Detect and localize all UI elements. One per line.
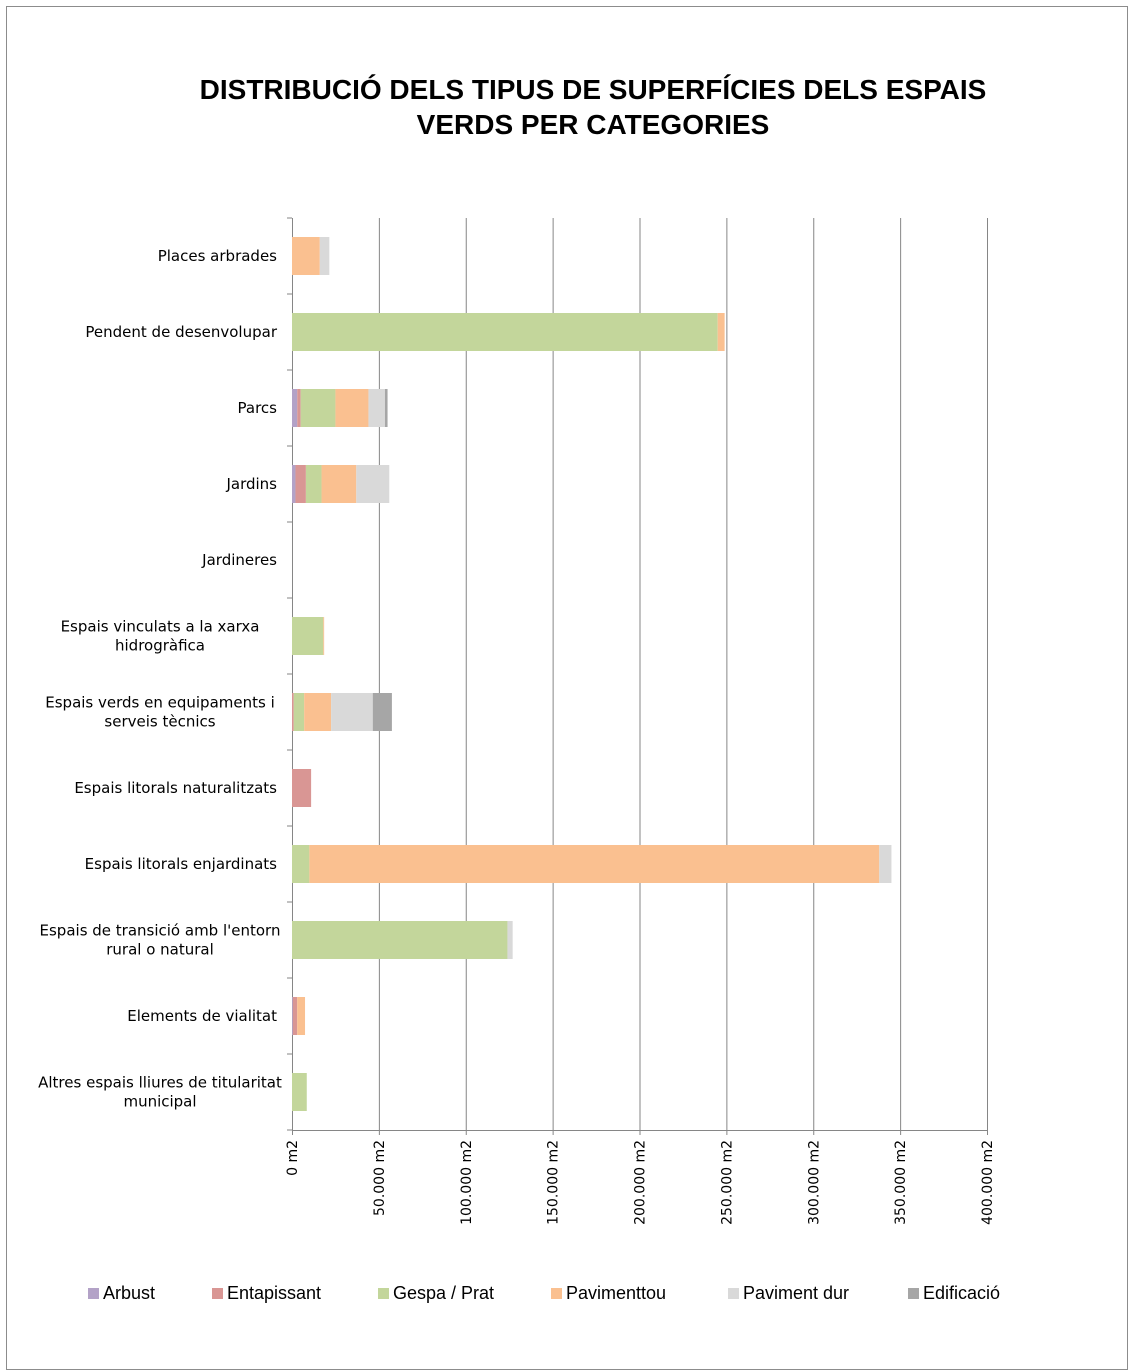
bar-segment — [323, 617, 325, 655]
category-label: rural o natural — [106, 941, 214, 959]
bar-segment — [292, 237, 320, 275]
legend-label: Gespa / Prat — [393, 1283, 495, 1303]
bar-segment — [300, 389, 336, 427]
legend-label: Entapissant — [227, 1283, 322, 1303]
category-label: Parcs — [238, 399, 278, 417]
bar-segment — [507, 921, 513, 959]
chart-title-line-1: DISTRIBUCIÓ DELS TIPUS DE SUPERFÍCIES DE… — [199, 74, 987, 105]
category-label: Espais vinculats a la xarxa — [61, 618, 260, 636]
legend-item: Edificació — [908, 1283, 1000, 1304]
category-label: Espais litorals enjardinats — [85, 855, 278, 873]
bar-segment — [292, 693, 294, 731]
legend-swatch — [728, 1288, 739, 1299]
bar-segment — [335, 389, 369, 427]
legend-label: Arbust — [103, 1283, 156, 1303]
category-label: Jardineres — [201, 551, 277, 569]
category-label: hidrogràfica — [115, 637, 205, 655]
bar-segment — [879, 845, 892, 883]
bar-segment — [292, 1073, 307, 1111]
chart-frame — [6, 6, 1128, 1370]
bar-segment — [297, 997, 306, 1035]
legend-swatch — [908, 1288, 919, 1299]
category-label: Espais de transició amb l'entorn — [40, 922, 281, 940]
bar-segment — [717, 313, 725, 351]
bar-segment — [292, 389, 298, 427]
category-label: Pendent de desenvolupar — [85, 323, 277, 341]
legend-item: Pavimenttou — [551, 1283, 666, 1304]
bar-segment — [292, 997, 293, 1035]
x-tick-label: 50.000 m2 — [372, 1140, 388, 1216]
bar-segment — [295, 465, 306, 503]
x-tick-label: 400.000 m2 — [980, 1140, 996, 1225]
category-label: serveis tècnics — [104, 713, 215, 731]
legend-item: Paviment dur — [728, 1283, 849, 1304]
legend-label: Pavimenttou — [566, 1283, 667, 1303]
x-tick-label: 250.000 m2 — [719, 1140, 735, 1225]
bar-segment — [292, 769, 312, 807]
x-tick-label: 200.000 m2 — [633, 1140, 649, 1225]
x-tick-label: 300.000 m2 — [806, 1140, 822, 1225]
legend-label: Edificació — [923, 1283, 1001, 1303]
bar-segment — [297, 389, 301, 427]
legend-swatch — [378, 1288, 389, 1299]
bar-segment — [368, 389, 385, 427]
category-label: Jardins — [225, 475, 277, 493]
bar-segment — [305, 465, 322, 503]
bar-segment — [292, 617, 324, 655]
bar-segment — [304, 693, 332, 731]
chart-title: DISTRIBUCIÓ DELS TIPUS DE SUPERFÍCIES DE… — [0, 72, 1130, 142]
category-label: Elements de vialitat — [127, 1007, 277, 1025]
category-label: municipal — [123, 1093, 196, 1111]
x-tick-label: 0 m2 — [285, 1140, 301, 1176]
legend-item: Gespa / Prat — [378, 1283, 494, 1304]
legend-swatch — [551, 1288, 562, 1299]
x-tick-label: 350.000 m2 — [893, 1140, 909, 1225]
bar-segment — [292, 465, 296, 503]
category-label: Altres espais lliures de titularitat — [38, 1074, 282, 1092]
bar-segment — [292, 313, 718, 351]
bar-segment — [319, 237, 330, 275]
bar-segment — [331, 693, 373, 731]
category-label: Espais verds en equipaments i — [45, 694, 275, 712]
legend-label: Paviment dur — [743, 1283, 850, 1303]
bar-segment — [356, 465, 390, 503]
bar-segment — [384, 389, 388, 427]
legend-swatch — [212, 1288, 223, 1299]
category-label: Places arbrades — [158, 247, 277, 265]
bar-segment — [309, 845, 880, 883]
legend-item: Entapissant — [212, 1283, 321, 1304]
x-tick-label: 150.000 m2 — [546, 1140, 562, 1225]
bar-segment — [293, 693, 305, 731]
legend-swatch — [88, 1288, 99, 1299]
chart-legend: Arbust Entapissant Gespa / Prat Pavimenttou… — [88, 1283, 1088, 1309]
bar-segment — [292, 921, 508, 959]
x-tick-label: 100.000 m2 — [459, 1140, 475, 1225]
bar-segment — [292, 845, 310, 883]
category-label: Espais litorals naturalitzats — [74, 779, 277, 797]
bar-segment — [372, 693, 392, 731]
chart-title-line-2: VERDS PER CATEGORIES — [416, 109, 770, 140]
bar-segment — [321, 465, 357, 503]
bar-segment — [292, 997, 298, 1035]
legend-item: Arbust — [88, 1283, 155, 1304]
